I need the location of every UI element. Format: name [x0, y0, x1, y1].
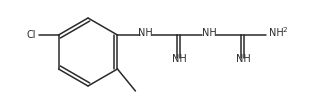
- Text: 2: 2: [283, 27, 287, 33]
- Text: NH: NH: [138, 28, 153, 38]
- Text: NH: NH: [236, 54, 250, 64]
- Text: NH: NH: [202, 28, 217, 38]
- Text: Cl: Cl: [26, 30, 36, 40]
- Text: NH: NH: [269, 28, 284, 38]
- Text: NH: NH: [172, 54, 186, 64]
